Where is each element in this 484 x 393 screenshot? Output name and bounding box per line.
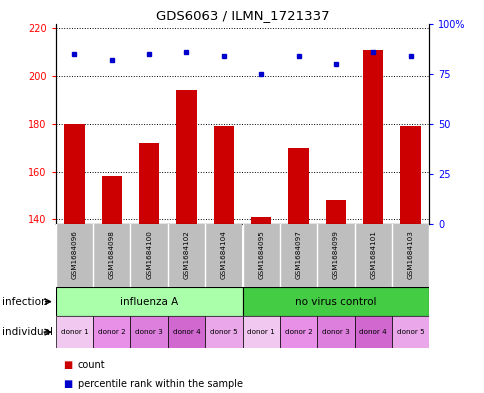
Bar	[391, 316, 428, 348]
Bar	[287, 148, 308, 224]
Bar	[354, 316, 391, 348]
Text: GSM1684095: GSM1684095	[257, 230, 264, 279]
Bar	[101, 176, 122, 224]
Bar	[56, 287, 242, 316]
Text: ■: ■	[63, 360, 72, 370]
Bar	[93, 224, 130, 287]
Text: count: count	[77, 360, 105, 370]
Bar	[167, 224, 205, 287]
Bar	[250, 217, 271, 224]
Bar	[205, 316, 242, 348]
Bar	[176, 90, 197, 224]
Text: infection: infection	[2, 297, 48, 307]
Text: no virus control: no virus control	[294, 297, 376, 307]
Text: ■: ■	[63, 379, 72, 389]
Text: donor 5: donor 5	[210, 329, 237, 335]
Bar	[279, 316, 317, 348]
Text: GSM1684102: GSM1684102	[183, 230, 189, 279]
Text: donor 1: donor 1	[60, 329, 88, 335]
Bar	[64, 124, 85, 224]
Text: donor 5: donor 5	[396, 329, 424, 335]
Bar	[362, 50, 383, 224]
Bar	[213, 126, 234, 224]
Text: donor 3: donor 3	[321, 329, 349, 335]
Text: donor 4: donor 4	[172, 329, 200, 335]
Bar	[242, 316, 279, 348]
Text: GSM1684103: GSM1684103	[407, 230, 413, 279]
Bar	[138, 143, 159, 224]
Bar	[399, 126, 420, 224]
Bar	[167, 316, 205, 348]
Text: donor 4: donor 4	[359, 329, 386, 335]
Text: donor 2: donor 2	[284, 329, 312, 335]
Bar	[354, 224, 391, 287]
Bar	[130, 316, 167, 348]
Text: GSM1684098: GSM1684098	[108, 230, 115, 279]
Bar	[205, 224, 242, 287]
Text: individual: individual	[2, 327, 53, 337]
Bar	[317, 316, 354, 348]
Text: GDS6063 / ILMN_1721337: GDS6063 / ILMN_1721337	[155, 9, 329, 22]
Text: donor 3: donor 3	[135, 329, 163, 335]
Bar	[279, 224, 317, 287]
Bar	[130, 224, 167, 287]
Text: percentile rank within the sample: percentile rank within the sample	[77, 379, 242, 389]
Text: GSM1684101: GSM1684101	[369, 230, 376, 279]
Bar	[325, 200, 346, 224]
Text: influenza A: influenza A	[120, 297, 178, 307]
Bar	[56, 316, 93, 348]
Bar	[93, 316, 130, 348]
Text: GSM1684096: GSM1684096	[71, 230, 77, 279]
Text: donor 2: donor 2	[98, 329, 125, 335]
Text: donor 1: donor 1	[247, 329, 274, 335]
Text: GSM1684100: GSM1684100	[146, 230, 152, 279]
Text: GSM1684097: GSM1684097	[295, 230, 301, 279]
Bar	[317, 224, 354, 287]
Text: GSM1684104: GSM1684104	[220, 230, 227, 279]
Text: GSM1684099: GSM1684099	[332, 230, 338, 279]
Bar	[56, 224, 93, 287]
Bar	[242, 224, 279, 287]
Bar	[242, 287, 428, 316]
Bar	[391, 224, 428, 287]
